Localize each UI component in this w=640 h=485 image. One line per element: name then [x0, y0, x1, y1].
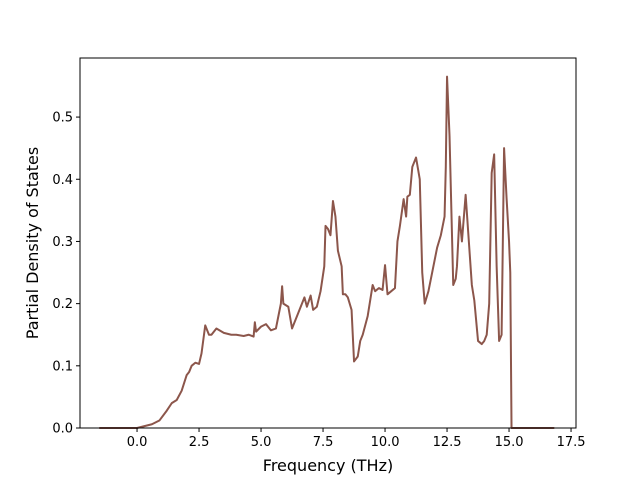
y-tick-label: 0.3 [52, 235, 73, 250]
x-axis-ticks: 0.0 2.5 5.0 7.5 10.0 12.5 15.0 17.5 [127, 428, 586, 450]
y-tick-label: 0.4 [52, 173, 73, 188]
x-tick-label: 15.0 [495, 435, 524, 450]
x-tick-label: 2.5 [189, 435, 210, 450]
x-tick-label: 5.0 [251, 435, 272, 450]
plot-layer [98, 75, 555, 429]
x-tick-label: 12.5 [433, 435, 462, 450]
y-tick-label: 0.1 [52, 359, 73, 374]
x-tick-label: 10.0 [371, 435, 400, 450]
y-tick-label: 0.2 [52, 297, 73, 312]
x-tick-label: 7.5 [313, 435, 334, 450]
y-axis-ticks: 0.0 0.1 0.2 0.3 0.4 0.5 [52, 111, 80, 437]
x-tick-label: 17.5 [557, 435, 586, 450]
y-tick-label: 0.0 [52, 422, 73, 437]
plot-frame [79, 57, 577, 429]
x-axis-label: Frequency (THz) [263, 456, 393, 475]
y-axis-label: Partial Density of States [23, 147, 42, 339]
y-tick-label: 0.5 [52, 111, 73, 126]
series-line-0 [98, 75, 555, 429]
x-tick-label: 0.0 [127, 435, 148, 450]
